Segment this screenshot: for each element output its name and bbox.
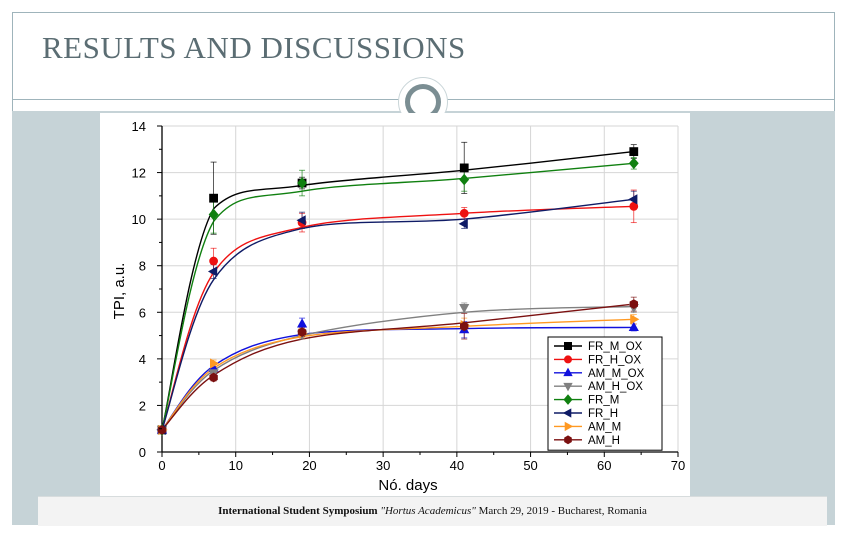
- data-point-am_m_ox: [628, 321, 639, 332]
- data-point-fr_h: [207, 266, 218, 277]
- data-point-am_h: [629, 299, 638, 309]
- legend-marker: [563, 355, 572, 364]
- y-axis-title: TPI, a.u.: [111, 263, 128, 320]
- data-point-am_m: [210, 358, 220, 369]
- data-point-fr_m: [628, 157, 639, 170]
- y-tick-label: 12: [132, 166, 146, 181]
- fit-curve-fr_h_ox: [161, 205, 634, 431]
- footer-bar: International Student Symposium "Hortus …: [38, 496, 827, 526]
- legend-marker: [563, 382, 573, 392]
- data-point-fr_m_ox: [459, 163, 469, 173]
- data-point-fr_m: [297, 177, 308, 189]
- data-point-am_m_ox: [297, 318, 308, 328]
- legend-label: AM_H: [588, 435, 620, 447]
- data-point-fr_h: [296, 215, 306, 226]
- x-tick-label: 0: [158, 458, 165, 473]
- legend-marker: [563, 341, 572, 350]
- legend-label: FR_H_OX: [588, 354, 641, 366]
- x-tick-label: 20: [302, 458, 316, 473]
- data-point-fr_h_ox: [209, 256, 218, 266]
- fit-curve-am_m: [161, 318, 634, 431]
- footer-event: "Hortus Academicus": [380, 505, 476, 517]
- x-tick-label: 70: [671, 458, 685, 473]
- fit-curve-am_m_ox: [161, 326, 634, 431]
- legend-marker: [564, 435, 572, 445]
- y-tick-label: 2: [139, 398, 146, 413]
- data-point-am_h: [157, 425, 167, 435]
- legend-marker: [563, 394, 573, 405]
- x-tick-label: 30: [376, 458, 390, 473]
- legend-marker: [563, 367, 573, 377]
- data-point-fr_h_ox: [459, 208, 469, 218]
- data-point-fr_h: [628, 194, 638, 205]
- x-tick-label: 60: [597, 458, 611, 473]
- chart-panel: 0 10 20 30 40 50 60 70 0 2 4 6 8 10 12 14 Nó. days TPI,…: [100, 113, 690, 497]
- footer-symposium: International Student Symposium: [218, 505, 378, 517]
- x-tick-label: 50: [523, 458, 537, 473]
- legend-label: FR_M: [588, 395, 619, 407]
- data-point-fr_m_ox: [629, 147, 639, 157]
- fit-curve-am_h: [161, 303, 634, 431]
- legend-label: FR_M_OX: [588, 341, 643, 353]
- y-tick-label: 8: [139, 259, 146, 274]
- legend-marker: [562, 408, 572, 418]
- data-point-fr_m_ox: [209, 193, 218, 203]
- legend-label: AM_H_OX: [588, 381, 643, 393]
- data-point-am_h: [209, 372, 218, 383]
- data-point-am_h: [459, 321, 469, 332]
- legend-label: AM_M_OX: [588, 368, 645, 380]
- x-tick-label: 10: [228, 458, 242, 473]
- slide-title: RESULTS AND DISCUSSIONS: [42, 30, 466, 65]
- footer-date-place: March 29, 2019 - Bucharest, Romania: [478, 505, 647, 517]
- data-point-am_h_ox: [459, 303, 470, 314]
- y-tick-label: 6: [139, 305, 146, 320]
- legend-label: FR_H: [588, 408, 618, 420]
- data-point-am_h: [297, 327, 307, 337]
- x-tick-label: 40: [450, 458, 464, 473]
- y-tick-label: 14: [132, 119, 146, 134]
- data-point-fr_m: [459, 173, 470, 186]
- data-point-fr_m: [208, 208, 219, 221]
- data-point-am_m: [630, 314, 640, 325]
- data-point-fr_h: [458, 218, 468, 229]
- legend-label: AM_M: [588, 421, 621, 433]
- tpi-chart: 0 10 20 30 40 50 60 70 0 2 4 6 8 10 12 14 Nó. days TPI,…: [111, 119, 685, 494]
- y-tick-label: 4: [139, 352, 146, 367]
- y-tick-label: 10: [132, 212, 146, 227]
- y-tick-label: 0: [139, 445, 146, 460]
- x-axis-title: Nó. days: [378, 477, 437, 494]
- footer-text: International Student Symposium "Hortus …: [38, 505, 827, 517]
- fit-curve-fr_h: [161, 198, 634, 431]
- legend-marker: [564, 421, 574, 432]
- fit-curve-am_h_ox: [161, 305, 634, 431]
